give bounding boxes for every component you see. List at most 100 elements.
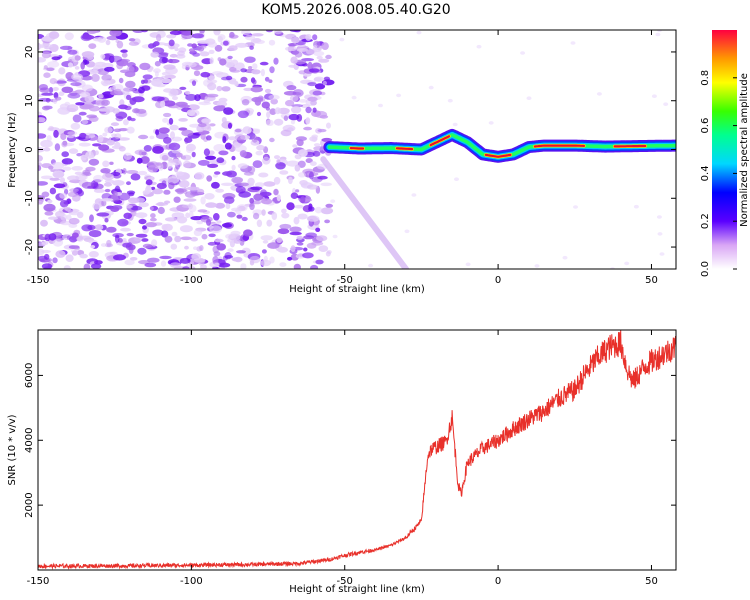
spectrogram-y-axis: -20 -10 0 10 20: [24, 46, 676, 255]
colorbar-label: Normalized spectral amplitude: [739, 73, 750, 227]
noise-speckle: [87, 55, 94, 60]
noise-speckle: [238, 191, 251, 198]
noise-speckle: [250, 86, 263, 93]
noise-speckle: [156, 201, 165, 207]
noise-speckle: [221, 222, 233, 228]
noise-speckle: [203, 99, 210, 104]
noise-speckle: [197, 188, 205, 195]
noise-speckle: [313, 143, 321, 147]
snr-y-axis: 2000 4000 6000: [24, 363, 676, 518]
noise-speckle: [207, 163, 219, 168]
noise-speckle: [112, 233, 124, 238]
noise-speckle: [88, 43, 97, 49]
noise-speckle: [152, 229, 164, 236]
spectrogram-x-axis: -150 -100 -50 0 50: [27, 30, 658, 286]
noise-speckle: [207, 225, 214, 229]
noise-speckle: [177, 50, 186, 56]
noise-speckle: [125, 80, 136, 88]
noise-speckle: [266, 219, 273, 227]
noise-speckle: [289, 231, 302, 236]
noise-speckle: [124, 71, 136, 78]
noise-speckle: [55, 96, 62, 101]
noise-speckle: [168, 159, 176, 163]
noise-speckle: [206, 79, 218, 84]
noise-speckle: [98, 144, 110, 151]
noise-speckle: [227, 211, 236, 218]
noise-speckle: [114, 141, 121, 148]
noise-speckle: [53, 183, 66, 189]
noise-speckle: [163, 112, 172, 118]
noise-speckle: [227, 122, 233, 129]
noise-speckle: [80, 154, 87, 161]
noise-speckle: [67, 49, 78, 55]
noise-speckle: [229, 240, 235, 248]
noise-speckle: [151, 78, 163, 87]
noise-speckle: [112, 84, 124, 91]
noise-speckle: [98, 93, 104, 99]
noise-speckle: [266, 111, 271, 119]
noise-speckle: [194, 172, 205, 180]
noise-speckle: [67, 131, 78, 136]
noise-speckle: [186, 109, 196, 116]
noise-speckle: [96, 212, 110, 217]
noise-speckle: [199, 245, 204, 251]
noise-speckle: [244, 56, 256, 63]
noise-speckle: [293, 263, 301, 269]
noise-speckle: [48, 216, 58, 220]
noise-speckle: [100, 198, 114, 202]
noise-speckle: [93, 174, 104, 183]
noise-speckle: [169, 88, 179, 97]
noise-speckle: [40, 139, 53, 148]
noise-speckle: [321, 137, 333, 142]
noise-speckle: [454, 177, 459, 181]
noise-speckle: [164, 235, 173, 243]
noise-speckle: [150, 217, 157, 222]
noise-speckle: [38, 84, 49, 91]
spectrogram-x-tick-label: -100: [180, 275, 203, 286]
noise-speckle: [176, 216, 188, 224]
noise-speckle: [452, 122, 458, 127]
noise-speckle: [339, 37, 345, 42]
noise-speckle: [81, 119, 89, 125]
noise-speckle: [184, 90, 191, 95]
noise-speckle: [40, 219, 48, 227]
noise-speckle: [86, 30, 98, 35]
noise-speckle: [106, 139, 115, 146]
snr-y-tick-label: 4000: [24, 428, 35, 453]
noise-speckle: [44, 233, 51, 242]
noise-speckle: [136, 157, 143, 164]
noise-speckle: [163, 189, 171, 195]
snr-x-tick-label: 0: [495, 576, 501, 587]
noise-speckle: [252, 200, 262, 205]
noise-speckle: [196, 40, 210, 44]
noise-speckle: [310, 161, 317, 167]
noise-speckle: [236, 250, 246, 254]
noise-speckle: [655, 32, 661, 37]
noise-speckle: [161, 230, 169, 238]
noise-speckle: [260, 68, 265, 77]
noise-speckle: [261, 209, 266, 216]
noise-speckle: [114, 235, 120, 243]
noise-speckle: [153, 68, 161, 74]
noise-speckle: [167, 59, 180, 64]
colorbar-tick-label: 0.2: [700, 213, 711, 229]
noise-speckle: [316, 55, 323, 60]
noise-speckle: [251, 69, 261, 75]
noise-speckle: [144, 262, 157, 268]
noise-speckle: [147, 165, 159, 173]
noise-speckle: [221, 182, 234, 186]
noise-speckle: [193, 229, 203, 237]
noise-speckle: [171, 136, 183, 142]
noise-speckle: [269, 108, 277, 115]
spectrogram-y-tick-label: -10: [24, 190, 35, 206]
noise-speckle: [260, 259, 272, 267]
noise-speckle: [216, 220, 222, 224]
noise-speckle: [75, 102, 85, 106]
noise-speckle: [151, 239, 158, 247]
noise-speckle: [53, 129, 59, 138]
noise-speckle: [179, 86, 187, 90]
track-hot-core: [429, 135, 451, 147]
noise-speckle: [657, 232, 663, 236]
noise-speckle: [59, 45, 73, 51]
noise-speckle: [81, 84, 93, 92]
